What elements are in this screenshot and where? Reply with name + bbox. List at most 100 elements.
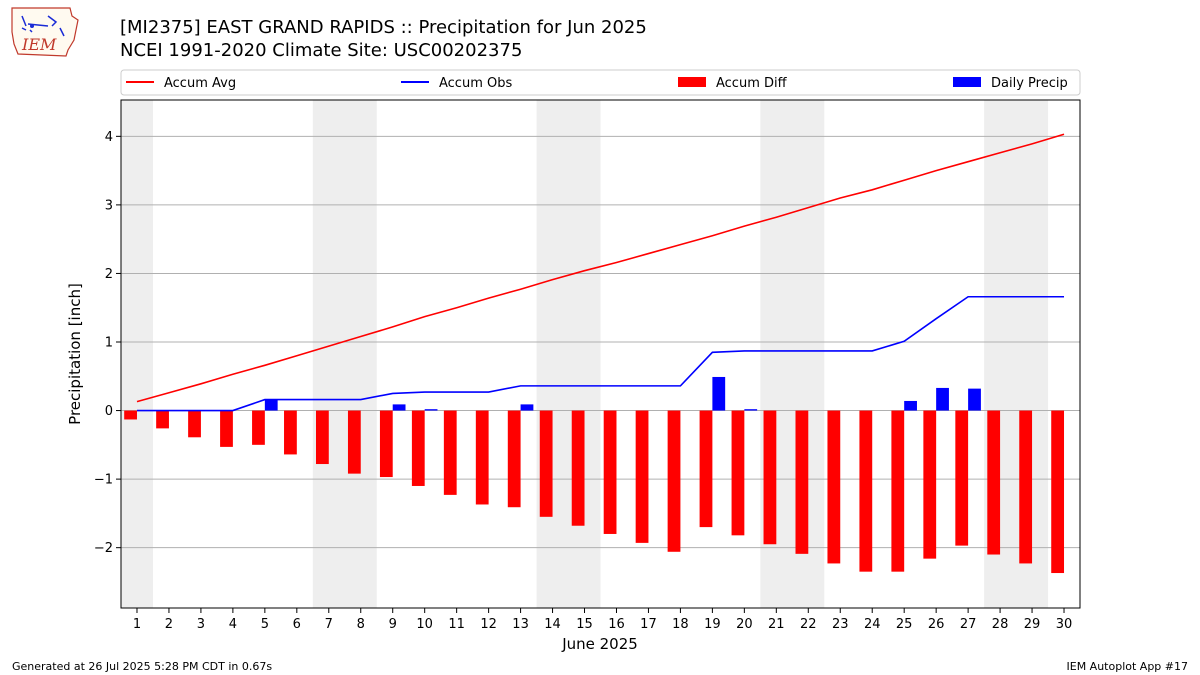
legend-label: Daily Precip [991, 76, 1068, 91]
accum-diff-bar [795, 410, 809, 554]
x-tick-label: 27 [960, 617, 977, 632]
daily-precip-bar [744, 409, 758, 411]
accum-diff-bar [252, 410, 265, 445]
legend-item: Daily Precip [953, 76, 1068, 91]
x-tick-label: 3 [197, 617, 205, 632]
x-tick-label: 9 [389, 617, 397, 632]
legend-label: Accum Obs [439, 76, 512, 91]
weekend-shade [536, 100, 601, 608]
daily-precip-bar [904, 400, 917, 411]
y-tick-label: 0 [105, 404, 113, 419]
x-tick-label: 15 [576, 617, 593, 632]
x-tick-label: 24 [864, 617, 881, 632]
x-tick-label: 10 [416, 617, 433, 632]
accum-diff-bar [124, 410, 137, 420]
x-tick-label: 17 [640, 617, 657, 632]
accum-obs-line [136, 295, 1065, 412]
accum-diff-bar [188, 410, 201, 438]
x-axis-label: June 2025 [561, 635, 638, 653]
accum-diff-bar [539, 410, 553, 517]
accum-diff-bar [411, 410, 425, 486]
accum-diff-bar [891, 410, 905, 572]
weekend-shade [312, 100, 377, 608]
accum-diff-bar [635, 410, 649, 543]
y-tick-label: 4 [105, 130, 113, 145]
x-tick-label: 2 [165, 617, 173, 632]
x-tick-label: 19 [704, 617, 721, 632]
accum-diff-bar [1019, 410, 1033, 564]
accum-diff-bar [667, 410, 681, 552]
x-tick-label: 13 [512, 617, 529, 632]
x-tick-label: 6 [293, 617, 301, 632]
x-tick-label: 14 [544, 617, 561, 632]
accum-diff-bar [475, 410, 489, 505]
x-tick-label: 5 [261, 617, 269, 632]
x-tick-label: 21 [768, 617, 785, 632]
legend-item: Accum Avg [126, 76, 236, 91]
weekend-shade [121, 100, 153, 608]
x-tick-label: 12 [480, 617, 497, 632]
chart-title: [MI2375] EAST GRAND RAPIDS :: Precipitat… [120, 17, 647, 38]
legend-item: Accum Diff [678, 76, 788, 91]
daily-precip-bar [392, 404, 406, 411]
chart-subtitle: NCEI 1991-2020 Climate Site: USC00202375 [120, 40, 523, 61]
accum-diff-bar [220, 410, 233, 447]
y-tick-label: 3 [105, 198, 113, 213]
daily-precip-bar [712, 376, 726, 411]
accum-diff-bar [571, 410, 585, 526]
daily-precip-bar [520, 404, 534, 411]
accum-diff-bar [731, 410, 745, 536]
footer-app: IEM Autoplot App #17 [1066, 660, 1189, 673]
accum-diff-bar [1051, 410, 1065, 574]
y-tick-label: −1 [94, 473, 113, 488]
accum-diff-bar [156, 410, 169, 429]
logo-text: IEM [21, 35, 57, 54]
y-tick-label: 1 [105, 336, 113, 351]
y-tick-label: 2 [105, 267, 113, 282]
accum-diff-bar [827, 410, 841, 564]
accum-diff-bar [443, 410, 457, 495]
accum-diff-bar [507, 410, 521, 508]
accum-diff-bar [987, 410, 1001, 555]
x-tick-label: 1 [133, 617, 141, 632]
accum-diff-bar [699, 410, 713, 528]
accum-diff-bar [315, 410, 329, 465]
accum-diff-bar [923, 410, 937, 559]
x-tick-label: 25 [896, 617, 913, 632]
accum-diff-bar [284, 410, 297, 455]
x-tick-label: 26 [928, 617, 945, 632]
x-tick-label: 28 [992, 617, 1009, 632]
plot-frame [120, 99, 1081, 609]
iem-logo: IEM [8, 6, 80, 62]
accum-diff-bar [859, 410, 873, 572]
legend-label: Accum Diff [716, 76, 788, 91]
accum-diff-bar [763, 410, 777, 545]
daily-precip-bar [424, 409, 438, 411]
x-tick-label: 22 [800, 617, 817, 632]
legend-rect-marker [953, 77, 981, 87]
accum-avg-line [136, 133, 1065, 403]
legend-box [120, 69, 1081, 96]
x-tick-label: 20 [736, 617, 753, 632]
y-axis-label: Precipitation [inch] [66, 283, 84, 425]
footer-generated: Generated at 26 Jul 2025 5:28 PM CDT in … [12, 660, 273, 673]
x-tick-label: 16 [608, 617, 625, 632]
legend-item: Accum Obs [401, 76, 512, 91]
x-tick-label: 7 [325, 617, 333, 632]
x-tick-label: 4 [229, 617, 237, 632]
x-tick-label: 11 [448, 617, 465, 632]
accum-diff-bar [347, 410, 361, 474]
legend-label: Accum Avg [164, 76, 236, 91]
daily-precip-bar [936, 387, 949, 411]
accum-diff-bar [955, 410, 969, 546]
y-tick-label: −2 [94, 541, 113, 556]
x-tick-label: 8 [357, 617, 365, 632]
legend-rect-marker [678, 77, 706, 87]
accum-diff-bar [379, 410, 393, 478]
x-tick-label: 18 [672, 617, 689, 632]
x-tick-label: 29 [1024, 617, 1041, 632]
x-tick-label: 23 [832, 617, 849, 632]
x-tick-label: 30 [1056, 617, 1073, 632]
daily-precip-bar [968, 388, 981, 411]
